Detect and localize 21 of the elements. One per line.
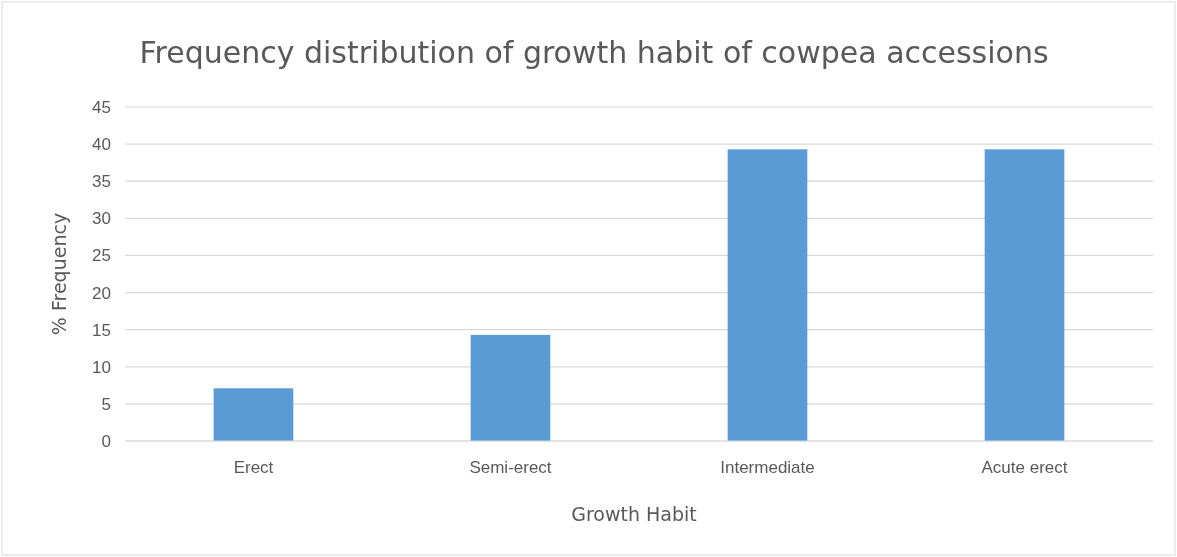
y-tick-label: 0 — [101, 431, 111, 451]
bar — [984, 149, 1065, 441]
bar — [727, 149, 808, 441]
x-tick-label: Intermediate — [720, 458, 815, 478]
bar — [470, 334, 551, 441]
y-tick-label: 5 — [101, 394, 111, 414]
y-tick-label: 10 — [92, 357, 111, 377]
y-tick-label: 20 — [92, 283, 111, 303]
x-axis-title: Growth Habit — [571, 503, 697, 525]
y-tick-label: 15 — [92, 320, 111, 340]
y-tick-label: 25 — [92, 246, 111, 266]
y-tick-label: 40 — [92, 135, 111, 155]
y-tick-label: 30 — [92, 209, 111, 229]
y-tick-label: 45 — [92, 97, 111, 117]
x-tick-label: Acute erect — [981, 458, 1068, 478]
x-tick-label: Semi-erect — [469, 458, 552, 478]
bar — [213, 388, 294, 441]
chart-title: Frequency distribution of growth habit of cowpea accessions — [139, 35, 1049, 70]
y-tick-label: 35 — [92, 172, 111, 192]
x-tick-label: Erect — [233, 458, 274, 478]
y-axis-title: % Frequency — [48, 212, 70, 336]
